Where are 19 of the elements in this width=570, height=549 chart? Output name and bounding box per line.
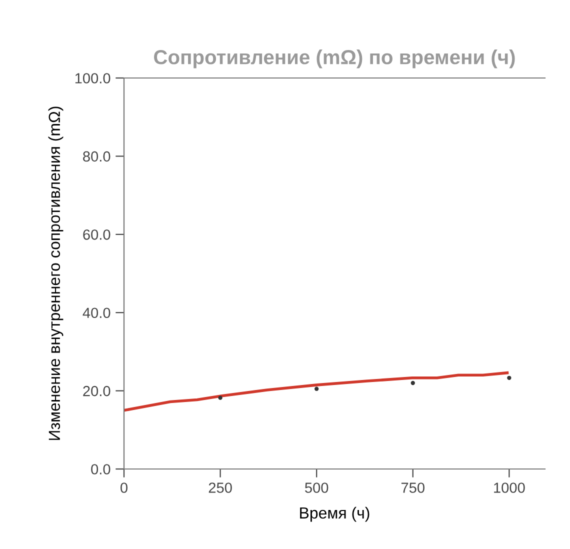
x-axis-title: Время (ч) — [300, 506, 370, 522]
y-tick-label: 100.0 — [75, 73, 110, 84]
point — [507, 376, 512, 380]
chart-title: Сопротивление (mΩ) по времени (ч) — [154, 50, 515, 68]
x-tick-label: 250 — [208, 482, 232, 493]
point — [410, 380, 415, 386]
x-tick-label: 0 — [120, 482, 128, 493]
x-tick-label: 750 — [401, 482, 424, 493]
x-tick-label: 1000 — [494, 482, 525, 493]
y-tick-label: 60.0 — [83, 230, 110, 240]
y-tick-label: 80.0 — [83, 151, 110, 162]
y-tick-label: 20.0 — [83, 386, 110, 396]
y-tick-label: 0.0 — [91, 464, 110, 474]
point — [218, 396, 222, 400]
x-tick-label: 500 — [305, 482, 328, 493]
line-series — [124, 371, 509, 412]
y-axis-title: Изменение внутреннего сопротивления (mΩ) — [48, 106, 64, 440]
y-tick-label: 40.0 — [82, 308, 110, 318]
point — [314, 386, 319, 391]
